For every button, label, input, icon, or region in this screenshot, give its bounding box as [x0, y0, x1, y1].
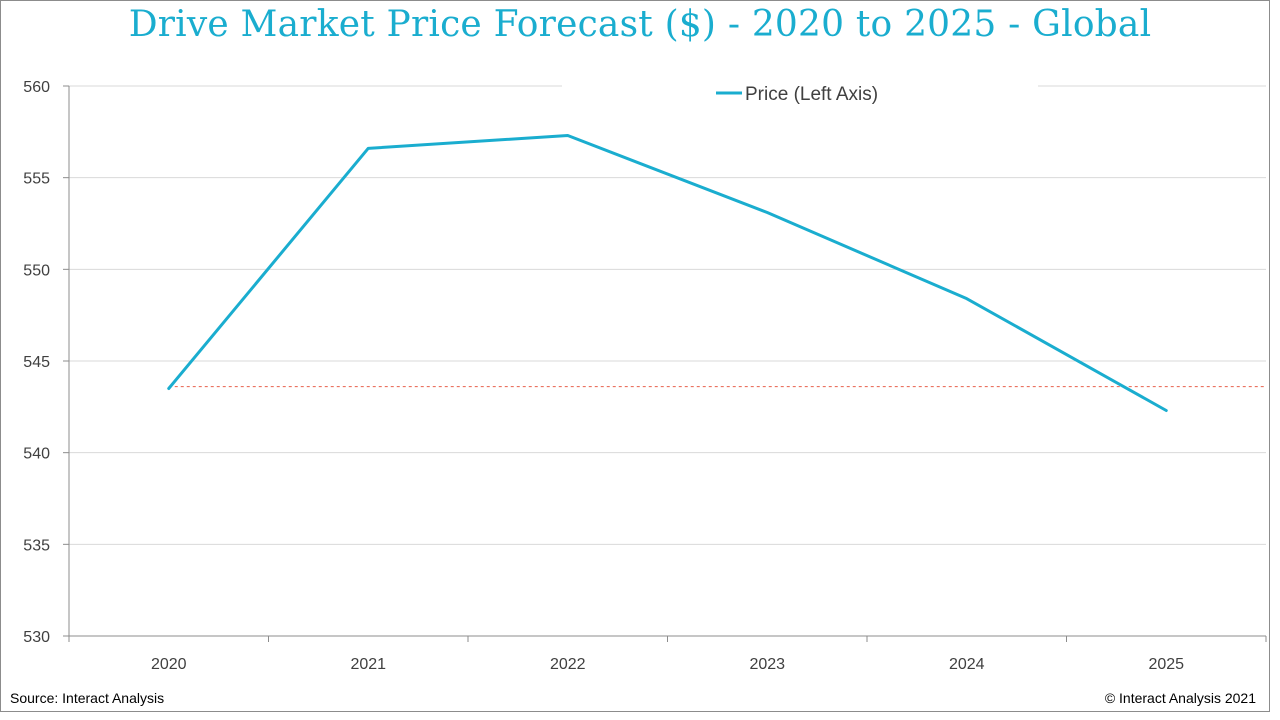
- x-axis-tick-labels: 2020 2021 2022 2023 2024 2025: [151, 656, 1184, 673]
- y-tick-label: 560: [23, 79, 50, 96]
- axes: [63, 85, 1267, 642]
- y-tick-label: 540: [23, 446, 50, 463]
- y-tick-label: 555: [23, 171, 50, 188]
- copyright-note: © Interact Analysis 2021: [1104, 690, 1256, 706]
- x-tick-label: 2020: [151, 656, 187, 673]
- chart-title: Drive Market Price Forecast ($) - 2020 t…: [128, 4, 1152, 45]
- series-line: [167, 134, 1168, 412]
- x-tick-label: 2022: [550, 656, 586, 673]
- y-tick-label: 530: [23, 629, 50, 646]
- source-note: Source: Interact Analysis: [10, 690, 165, 706]
- y-axis-tick-labels: 530 535 540 545 550 555 560: [23, 79, 50, 646]
- gridlines: [69, 85, 1266, 545]
- y-tick-label: 545: [23, 354, 50, 371]
- x-tick-label: 2024: [949, 656, 985, 673]
- legend-background: [562, 75, 1038, 115]
- x-tick-label: 2023: [749, 656, 785, 673]
- y-tick-label: 550: [23, 262, 50, 279]
- y-tick-label: 535: [23, 537, 50, 554]
- x-tick-label: 2025: [1148, 656, 1184, 673]
- x-tick-label: 2021: [350, 656, 386, 673]
- legend: Price (Left Axis): [562, 75, 1038, 115]
- series-group: [167, 134, 1168, 412]
- legend-label: Price (Left Axis): [745, 84, 878, 105]
